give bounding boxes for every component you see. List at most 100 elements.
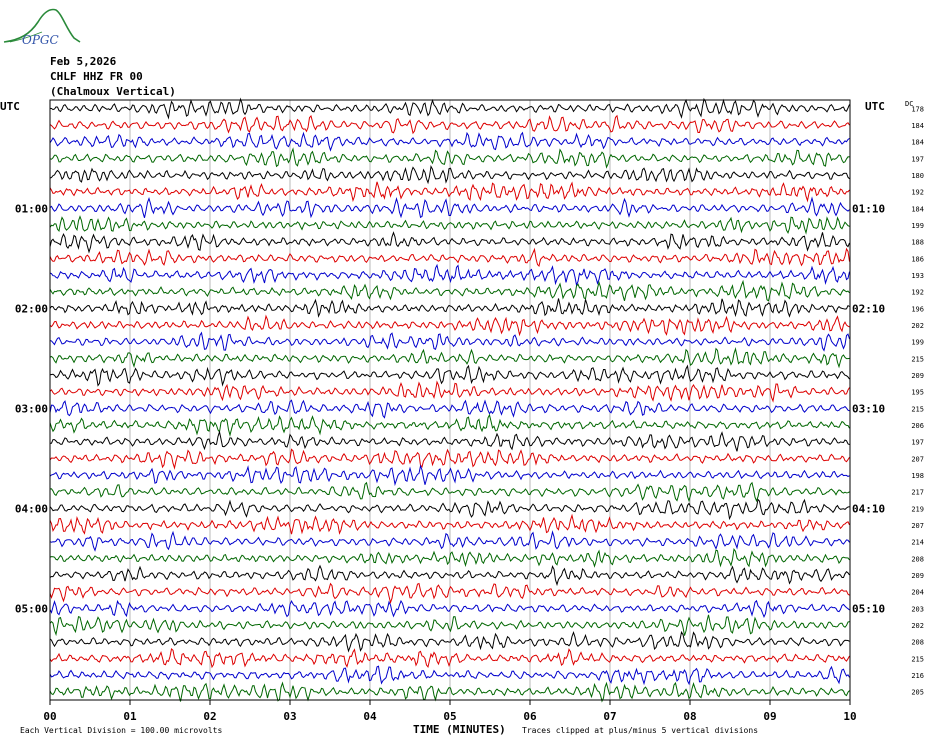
dc-offset-label: 208 — [911, 639, 924, 647]
seismic-trace — [49, 181, 850, 203]
x-tick-label: 08 — [683, 710, 696, 723]
seismic-trace — [49, 681, 850, 703]
mountain-logo-icon — [3, 8, 81, 43]
seismic-trace — [49, 413, 850, 437]
scale-note: Each Vertical Division = 100.00 microvol… — [20, 726, 222, 735]
dc-offset-label: 205 — [911, 689, 924, 697]
seismic-trace — [49, 548, 850, 568]
seismic-trace — [49, 530, 850, 552]
x-axis-title: TIME (MINUTES) — [413, 723, 506, 736]
right-time-label: 05:10 — [852, 602, 885, 615]
dc-offset-label: 180 — [911, 172, 924, 180]
dc-offset-label: 202 — [911, 622, 924, 630]
dc-offset-label: 192 — [911, 189, 924, 197]
right-time-label: 01:10 — [852, 202, 885, 215]
dc-offset-label: 202 — [911, 322, 924, 330]
dc-offset-label: 198 — [911, 472, 924, 480]
seismic-trace — [49, 298, 850, 318]
seismic-trace — [49, 513, 850, 535]
seismic-trace — [49, 97, 850, 120]
seismic-trace — [49, 114, 850, 135]
dc-offset-label: 203 — [911, 605, 924, 613]
dc-offset-label: 199 — [911, 339, 924, 347]
x-tick-label: 01 — [123, 710, 137, 723]
x-tick-label: 02 — [203, 710, 216, 723]
right-time-label: 03:10 — [852, 402, 885, 415]
dc-offset-label: 209 — [911, 372, 924, 380]
seismic-trace — [49, 263, 850, 287]
header-date: Feb 5,2026 — [50, 55, 117, 68]
seismic-trace — [49, 614, 850, 637]
seismic-trace — [49, 582, 850, 605]
dc-offset-label: 215 — [911, 405, 924, 413]
seismic-trace — [49, 279, 850, 302]
dc-offset-label: 215 — [911, 655, 924, 663]
dc-offset-label: 197 — [911, 155, 924, 163]
seismic-trace — [49, 498, 850, 521]
dc-offset-labels: 178 184 184 197 180 192 184 199 188 186 193 192 196 2… — [911, 105, 924, 696]
dc-offset-label: 195 — [911, 389, 924, 397]
dc-offset-label: 199 — [911, 222, 924, 230]
left-time-label: 03:00 — [15, 402, 48, 415]
x-tick-label: 04 — [363, 710, 377, 723]
x-tick-label: 07 — [603, 710, 616, 723]
right-time-label: 04:10 — [852, 502, 885, 515]
seismic-trace — [49, 147, 850, 169]
logo-text: OPGC — [22, 33, 59, 47]
seismic-traces — [49, 97, 850, 703]
clip-note: Traces clipped at plus/minus 5 vertical … — [522, 726, 758, 735]
dc-offset-label: 193 — [911, 272, 924, 280]
left-time-label: 04:00 — [15, 502, 48, 515]
utc-time-labels: 01:00 02:00 03:00 04:00 05:00 01:10 02:10 03:10… — [15, 202, 885, 615]
right-time-label: 02:10 — [852, 302, 885, 315]
dc-offset-label: 184 — [911, 122, 924, 130]
right-utc-title: UTC — [865, 100, 885, 113]
x-tick-label: 05 — [443, 710, 456, 723]
left-time-label: 02:00 — [15, 302, 48, 315]
seismic-trace — [49, 481, 850, 503]
left-utc-title: UTC — [0, 100, 20, 113]
header-location: (Chalmoux Vertical) — [50, 85, 176, 98]
seismic-trace — [49, 164, 850, 185]
seismic-trace — [49, 648, 850, 669]
seismic-trace — [49, 599, 850, 619]
dc-offset-label: 206 — [911, 422, 924, 430]
minute-gridlines — [129, 100, 771, 700]
seismic-trace — [49, 399, 850, 419]
dc-offset-label: 197 — [911, 439, 924, 447]
dc-offset-label: 186 — [911, 255, 924, 263]
dc-offset-label: 208 — [911, 555, 924, 563]
seismic-trace — [49, 247, 850, 267]
seismic-trace — [49, 196, 850, 219]
dc-offset-label: 188 — [911, 239, 924, 247]
seismic-trace — [49, 665, 850, 686]
dc-offset-label: 209 — [911, 572, 924, 580]
seismic-trace — [49, 331, 850, 352]
seismic-trace — [49, 630, 850, 653]
seismic-trace — [49, 380, 850, 403]
dc-offset-label: 196 — [911, 305, 924, 313]
dc-offset-label: 217 — [911, 489, 924, 497]
seismic-trace — [49, 314, 850, 337]
x-tick-label: 09 — [763, 710, 776, 723]
dc-offset-label: 184 — [911, 139, 924, 147]
opgc-logo: OPGC — [2, 4, 82, 52]
left-time-label: 01:00 — [15, 202, 48, 215]
x-tick-label: 00 — [43, 710, 56, 723]
seismic-trace — [49, 346, 850, 369]
seismic-trace — [49, 364, 850, 387]
x-tick-label: 10 — [843, 710, 856, 723]
dc-offset-label: 216 — [911, 672, 924, 680]
dc-title: DC — [905, 100, 913, 108]
dc-offset-label: 184 — [911, 205, 924, 213]
dc-offset-label: 215 — [911, 355, 924, 363]
seismic-trace — [50, 429, 850, 452]
seismic-trace — [49, 215, 850, 235]
seismic-trace — [49, 564, 850, 587]
x-tick-label: 06 — [523, 710, 537, 723]
seismic-trace — [49, 464, 850, 487]
dc-offset-label: 219 — [911, 505, 924, 513]
dc-offset-label: 204 — [911, 589, 924, 597]
seismic-trace — [49, 448, 850, 470]
